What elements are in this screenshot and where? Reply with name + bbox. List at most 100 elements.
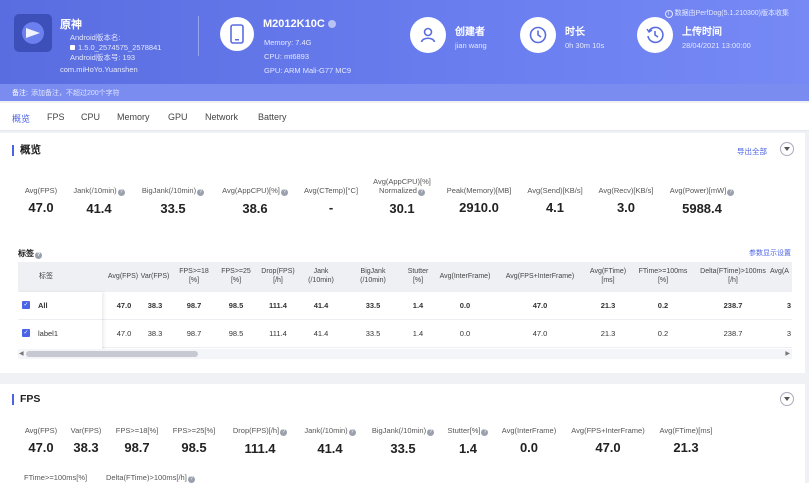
metric-label: Delta(FTime)>100ms[/h]? [106, 473, 195, 483]
metric-value: 38.6 [242, 201, 268, 216]
metric-bigjank: BigJank(/10min)? 33.5 [136, 186, 210, 216]
metric-value: 47.0 [595, 440, 621, 455]
col-delta-ftime[interactable]: Delta(FTime)>100ms [/h] [700, 268, 766, 284]
table-cell: 98.7 [186, 301, 202, 310]
metric-label: Avg(FPS) [24, 426, 58, 435]
help-icon[interactable]: ? [35, 252, 42, 259]
col-fps-18[interactable]: FPS>=18 [%] [179, 268, 209, 284]
app-package: com.miHoYo.Yuanshen [60, 65, 138, 74]
col-fps-25[interactable]: FPS>=25 [%] [221, 268, 251, 284]
fps-metric-fps18: FPS>=18[%] 98.7 [112, 426, 162, 455]
help-icon[interactable]: ? [481, 429, 489, 436]
note-input[interactable]: 添加备注，不超过200个字符 [30, 90, 120, 97]
metric-value: 0.0 [519, 440, 539, 455]
metric-value: 98.7 [124, 440, 150, 455]
help-icon[interactable]: ? [187, 476, 195, 483]
metric-label: Avg(FPS) [24, 186, 58, 195]
col-stutter[interactable]: Stutter [%] [407, 268, 429, 284]
col-avg-fps[interactable]: Avg(FPS) [107, 273, 139, 280]
metric-label: FTime>=100ms[%] [24, 473, 88, 482]
horizontal-scrollbar[interactable]: ◀ ▶ [18, 349, 792, 359]
note-bar[interactable]: 备注: 添加备注，不超过200个字符 [0, 84, 809, 101]
help-icon[interactable]: ? [348, 429, 356, 436]
metric-value: 33.5 [390, 441, 416, 456]
fps-metric-ftime100: FTime>=100ms[%] [24, 473, 92, 482]
table-cell: 47.0 [116, 301, 132, 310]
creator-value: jian wang [455, 41, 487, 50]
checkbox-all[interactable]: ✓ [22, 301, 30, 309]
label-cell-label1[interactable]: ✓ label1 [18, 320, 102, 348]
table-row[interactable]: 47.0 38.3 98.7 98.5 111.4 41.4 33.5 1.4 … [18, 320, 792, 348]
scroll-left-icon[interactable]: ◀ [19, 351, 24, 357]
help-icon[interactable]: ? [427, 429, 435, 436]
col-avg-a[interactable]: Avg(A [770, 268, 789, 275]
table-cell: 98.7 [186, 329, 202, 338]
info-icon[interactable] [327, 20, 336, 29]
metric-avg-fps: Avg(FPS) 47.0 [16, 186, 66, 215]
version-code-label: Android版本号: [70, 53, 121, 62]
tab-memory[interactable]: Memory [117, 112, 150, 122]
label-cell-all[interactable]: ✓ All [18, 292, 102, 320]
row-label: label1 [38, 329, 59, 338]
col-label[interactable]: 标签 [39, 273, 53, 280]
metric-value: 47.0 [28, 200, 54, 215]
scrollbar-thumb[interactable] [26, 351, 198, 357]
table-cell: 3 [786, 329, 792, 338]
version-name-label: Android版本名: [70, 33, 121, 42]
report-header: 原神 Android版本名: 1.5.0_2574575_2578841 And… [0, 0, 809, 84]
creator-title: 创建者 [455, 27, 485, 38]
metric-peak-memory: Peak(Memory)[MB] 2910.0 [442, 186, 516, 215]
col-avg-fps-interframe[interactable]: Avg(FPS+InterFrame) [505, 273, 575, 280]
help-icon[interactable]: ? [197, 189, 205, 196]
duration-title: 时长 [565, 27, 585, 38]
col-ftime-100[interactable]: FTime>=100ms [%] [638, 268, 688, 284]
col-bigjank[interactable]: BigJank (/10min) [360, 268, 386, 284]
clock-icon [520, 17, 556, 53]
metric-value: 33.5 [160, 201, 186, 216]
scroll-right-icon[interactable]: ▶ [785, 351, 790, 357]
tab-gpu[interactable]: GPU [168, 112, 188, 122]
metric-label: Avg(FTime)[ms] [659, 426, 713, 435]
tab-bar: 概览 FPS CPU Memory GPU Network Battery [0, 103, 809, 131]
device-memory: Memory: 7.4G [264, 38, 312, 47]
table-cell: 0.2 [657, 301, 669, 310]
upload-title: 上传时间 [682, 27, 722, 38]
metric-label: Stutter[%]? [447, 426, 489, 436]
col-avg-ftime[interactable]: Avg(FTime) [ms] [589, 268, 627, 284]
tab-fps[interactable]: FPS [47, 112, 65, 122]
table-header: 标签 Avg(FPS) Var(FPS) FPS>=18 [%] FPS>=25[… [18, 262, 792, 292]
export-all-link[interactable]: 导出全部 [737, 147, 767, 156]
help-icon[interactable]: ? [117, 189, 125, 196]
col-drop-fps[interactable]: Drop(FPS) [/h] [261, 268, 295, 284]
metric-label: Avg(Send)[KB/s] [527, 186, 583, 195]
table-cell: 21.3 [600, 301, 616, 310]
collapse-button[interactable] [780, 392, 794, 406]
metric-label: BigJank(/10min)? [371, 426, 435, 436]
table-cell: 41.4 [313, 301, 329, 310]
table-row[interactable]: 47.0 38.3 98.7 98.5 111.4 41.4 33.5 1.4 … [18, 292, 792, 320]
help-icon[interactable]: ? [280, 189, 288, 196]
device-model-text: M2012K10C [263, 18, 325, 30]
fps-card: FPS Avg(FPS) 47.0 Var(FPS) 38.3 FPS>=18[… [0, 384, 805, 483]
col-avg-interframe[interactable]: Avg(InterFrame) [439, 273, 491, 280]
version-name: 1.5.0_2574575_2578841 [78, 43, 162, 52]
table-cell: 47.0 [532, 301, 548, 310]
help-icon[interactable]: ? [280, 429, 288, 436]
metric-label: Avg(AppCPU)[%] [373, 177, 431, 186]
tab-overview[interactable]: 概览 [12, 114, 31, 124]
collapse-button[interactable] [780, 142, 794, 156]
tab-network[interactable]: Network [205, 112, 239, 122]
tab-cpu[interactable]: CPU [81, 112, 101, 122]
param-settings-link[interactable]: 参数显示设置 [749, 250, 791, 257]
fps-metric-avg-interframe: Avg(InterFrame) 0.0 [496, 426, 562, 455]
table-cell: 21.3 [600, 329, 616, 338]
device-model: M2012K10C [263, 18, 336, 30]
checkbox-label1[interactable]: ✓ [22, 329, 30, 337]
row-label: All [38, 301, 48, 310]
help-icon[interactable]: ? [417, 189, 425, 196]
col-var-fps[interactable]: Var(FPS) [140, 273, 170, 280]
metric-avg-power: Avg(Power)[mW]? 5988.4 [664, 186, 740, 216]
tab-battery[interactable]: Battery [258, 112, 287, 122]
help-icon[interactable]: ? [727, 189, 735, 196]
col-jank[interactable]: Jank (/10min) [308, 268, 334, 284]
